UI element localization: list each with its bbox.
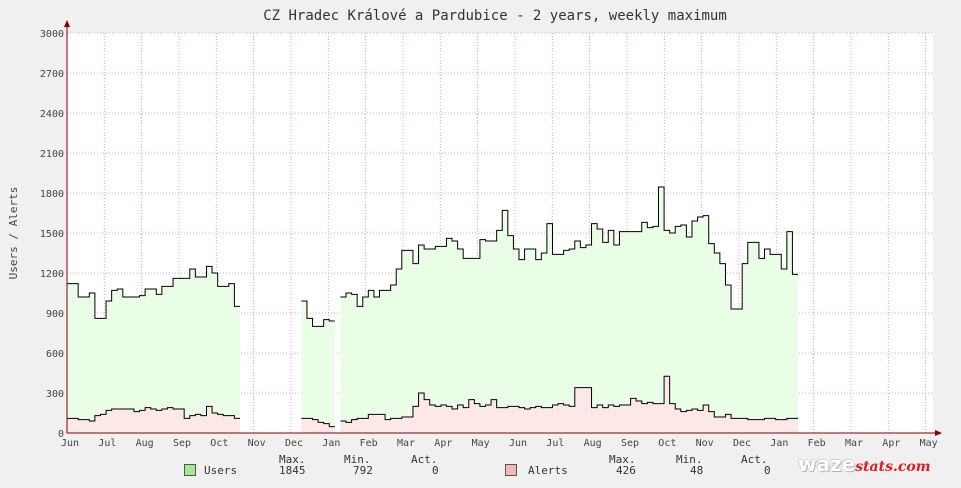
- x-tick-label: Mar: [397, 438, 415, 449]
- x-tick-label: Apr: [882, 438, 900, 449]
- y-tick-label: 2400: [40, 109, 64, 120]
- y-tick-label: 900: [46, 309, 64, 320]
- y-axis-label: Users / Alerts: [7, 187, 20, 280]
- y-tick-label: 1200: [40, 269, 64, 280]
- x-tick-label: Feb: [360, 438, 378, 449]
- legend-alerts-swatch: [505, 464, 517, 476]
- x-tick-label: Jun: [61, 438, 79, 449]
- x-tick-label: Jan: [322, 438, 340, 449]
- x-tick-label: Jul: [98, 438, 116, 449]
- series-lines: [67, 186, 798, 428]
- x-tick-label: Apr: [434, 438, 452, 449]
- x-tick-label: Mar: [845, 438, 863, 449]
- x-tick-labels: Jun Jul Aug Sep Oct Nov Dec Jan Feb Mar Apr May Jun J…: [61, 438, 938, 449]
- legend-users-min-header: Min.: [344, 453, 371, 466]
- y-tick-label: 3000: [40, 29, 64, 40]
- x-tick-label: Sep: [173, 438, 191, 449]
- x-tick-label: May: [472, 438, 490, 449]
- legend: Max. Min. Act. Users 1845 792 0 Max. Min…: [0, 450, 961, 488]
- wazestats-logo: wazestats.com: [798, 452, 931, 478]
- line-alerts: [340, 375, 798, 423]
- line-alerts: [301, 417, 335, 428]
- logo-waze-text: waze: [798, 452, 856, 476]
- chart-svg: 0 300 600 900 1200 1500 1800 2100 2400 2700 3000 J…: [7, 8, 942, 449]
- legend-alerts-act: 0: [764, 464, 771, 477]
- legend-alerts-label: Alerts: [528, 464, 568, 477]
- legend-users-label: Users: [204, 464, 238, 477]
- legend-users-swatch: [184, 464, 196, 476]
- area-alerts: [301, 418, 335, 433]
- line-alerts: [67, 405, 240, 422]
- legend-users-max: 1845: [279, 464, 306, 477]
- axes: [64, 20, 942, 436]
- x-tick-label: Feb: [808, 438, 826, 449]
- x-axis-arrow: [935, 430, 942, 436]
- area-users: [301, 301, 335, 433]
- series-areas: [67, 187, 798, 433]
- legend-alerts-max: 426: [616, 464, 636, 477]
- x-tick-label: Aug: [584, 438, 602, 449]
- legend-users-max-header: Max.: [279, 453, 306, 466]
- x-tick-label: Oct: [210, 438, 228, 449]
- y-tick-label: 0: [58, 429, 64, 440]
- x-tick-label: Dec: [733, 438, 751, 449]
- line-users: [67, 265, 240, 319]
- x-tick-label: Oct: [658, 438, 676, 449]
- x-tick-label: Jul: [546, 438, 564, 449]
- x-tick-label: May: [920, 438, 938, 449]
- legend-users-min: 792: [353, 464, 373, 477]
- y-tick-labels: 0 300 600 900 1200 1500 1800 2100 2400 2700 3000: [40, 29, 64, 440]
- legend-alerts-act-header: Act.: [741, 453, 768, 466]
- x-tick-label: Nov: [248, 438, 266, 449]
- y-tick-label: 2100: [40, 149, 64, 160]
- line-users: [301, 300, 335, 327]
- area-alerts: [67, 406, 240, 433]
- x-tick-label: Sep: [621, 438, 639, 449]
- legend-users-act-header: Act.: [411, 453, 438, 466]
- y-tick-label: 600: [46, 349, 64, 360]
- y-axis-arrow: [64, 20, 70, 27]
- legend-alerts-min-header: Min.: [676, 453, 703, 466]
- x-tick-label: Aug: [136, 438, 154, 449]
- y-tick-label: 2700: [40, 69, 64, 80]
- y-tick-label: 300: [46, 389, 64, 400]
- x-tick-label: Nov: [696, 438, 714, 449]
- line-users: [340, 186, 798, 310]
- logo-stats-text: stats.com: [855, 459, 931, 475]
- y-tick-label: 1500: [40, 229, 64, 240]
- area-alerts: [340, 376, 798, 433]
- x-tick-label: Jun: [509, 438, 527, 449]
- x-tick-label: Jan: [770, 438, 788, 449]
- y-tick-label: 1800: [40, 189, 64, 200]
- x-tick-label: Dec: [285, 438, 303, 449]
- legend-alerts-max-header: Max.: [609, 453, 636, 466]
- area-users: [67, 266, 240, 433]
- area-users: [340, 187, 798, 433]
- chart-title: CZ Hradec Králové a Pardubice - 2 years,…: [263, 8, 727, 24]
- legend-alerts-min: 48: [690, 464, 704, 477]
- legend-users-act: 0: [432, 464, 439, 477]
